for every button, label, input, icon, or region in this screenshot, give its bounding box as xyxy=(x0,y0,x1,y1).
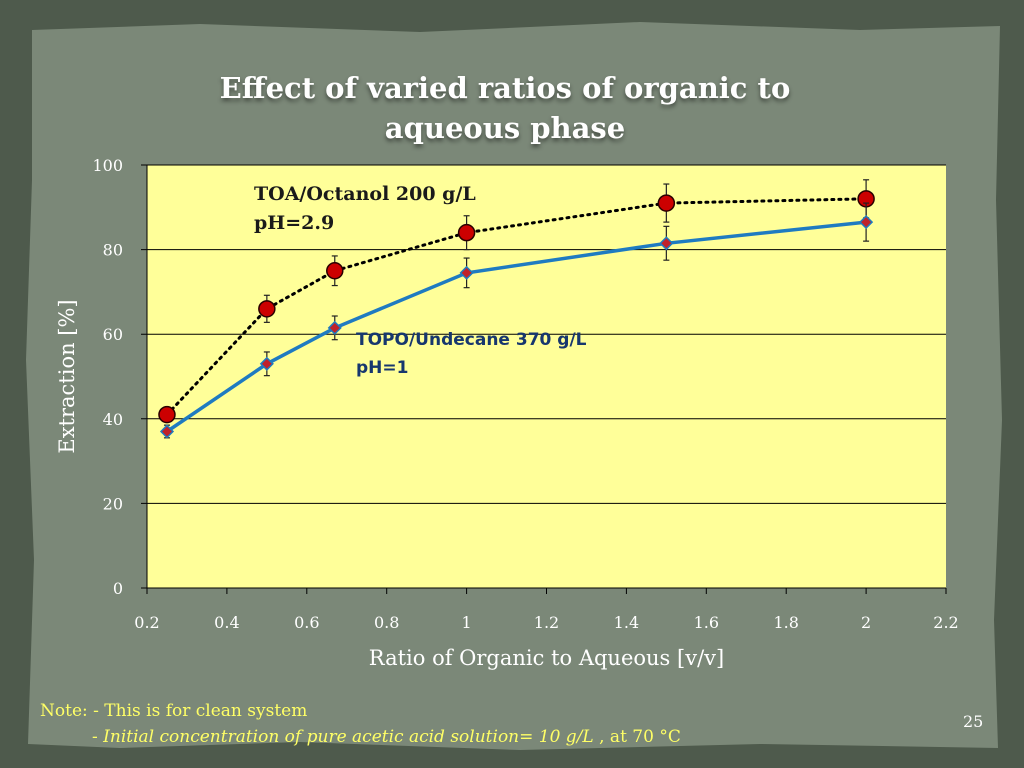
data-point xyxy=(859,215,874,230)
data-point xyxy=(459,265,474,280)
topo-annotation: TOPO/Undecane 370 g/L pH=1 xyxy=(356,326,587,382)
footnote-prefix: - xyxy=(92,727,104,747)
x-tick-label: 1 xyxy=(462,613,472,632)
footnote-suffix: , at 70 °C xyxy=(593,727,681,747)
x-tick-label: 2 xyxy=(861,613,871,632)
series-topo-undecane xyxy=(159,202,874,439)
data-point xyxy=(457,223,476,242)
y-tick-label: 0 xyxy=(113,579,123,598)
y-tick-label: 100 xyxy=(92,156,123,175)
title-line-1: Effect of varied ratios of organic to xyxy=(219,71,791,105)
footnote-line-2: - Initial concentration of pure acetic a… xyxy=(40,724,681,750)
x-tick-label: 0.4 xyxy=(214,613,239,632)
series-toa-octanol xyxy=(158,179,875,424)
data-point xyxy=(258,300,276,318)
data-point xyxy=(158,405,176,424)
x-tick-label: 1.8 xyxy=(773,613,798,632)
series xyxy=(158,179,875,439)
y-tick-label: 80 xyxy=(103,241,123,260)
data-point xyxy=(327,320,342,335)
axes: 0 20 40 60 80 100 0.2 0.4 0.6 0.8 1 1.2 1.4 1.6 1.8 2 2.… xyxy=(92,156,958,632)
page-number: 25 xyxy=(963,712,984,731)
data-point xyxy=(657,194,676,212)
footnote-line-1: Note: - This is for clean system xyxy=(40,701,308,721)
series-line xyxy=(166,220,867,433)
x-tick-label: 0.2 xyxy=(134,613,159,632)
footnote: Note: - This is for clean system - Initi… xyxy=(40,698,681,750)
data-point xyxy=(659,236,674,251)
data-point xyxy=(259,356,274,371)
footnote-italic: Initial concentration of pure acetic aci… xyxy=(103,727,594,747)
x-axis-title: Ratio of Organic to Aqueous [v/v] xyxy=(369,646,724,670)
series-line xyxy=(165,197,868,417)
x-tick-label: 1.2 xyxy=(534,613,559,632)
y-tick-label: 20 xyxy=(103,494,123,513)
title-line-2: aqueous phase xyxy=(384,111,626,145)
data-point xyxy=(159,424,175,439)
slide-title: Effect of varied ratios of organic to aq… xyxy=(160,68,850,148)
toa-annotation-line-2: pH=2.9 xyxy=(254,212,335,234)
x-tick-label: 1.6 xyxy=(694,613,719,632)
y-tick-label: 40 xyxy=(103,410,123,429)
toa-annotation-line-1: TOA/Octanol 200 g/L xyxy=(254,183,476,205)
x-tick-label: 1.4 xyxy=(614,613,639,632)
topo-annotation-line-1: TOPO/Undecane 370 g/L xyxy=(356,330,587,350)
x-tick-label: 2.2 xyxy=(933,613,958,632)
toa-annotation: TOA/Octanol 200 g/L pH=2.9 xyxy=(254,180,476,238)
x-tick-label: 0.6 xyxy=(294,613,319,632)
topo-annotation-line-2: pH=1 xyxy=(356,358,409,378)
data-point xyxy=(326,262,344,280)
plot-area xyxy=(147,165,946,588)
y-axis-title: Extraction [%] xyxy=(55,299,79,453)
y-tick-label: 60 xyxy=(103,325,123,344)
x-tick-label: 0.8 xyxy=(374,613,399,632)
